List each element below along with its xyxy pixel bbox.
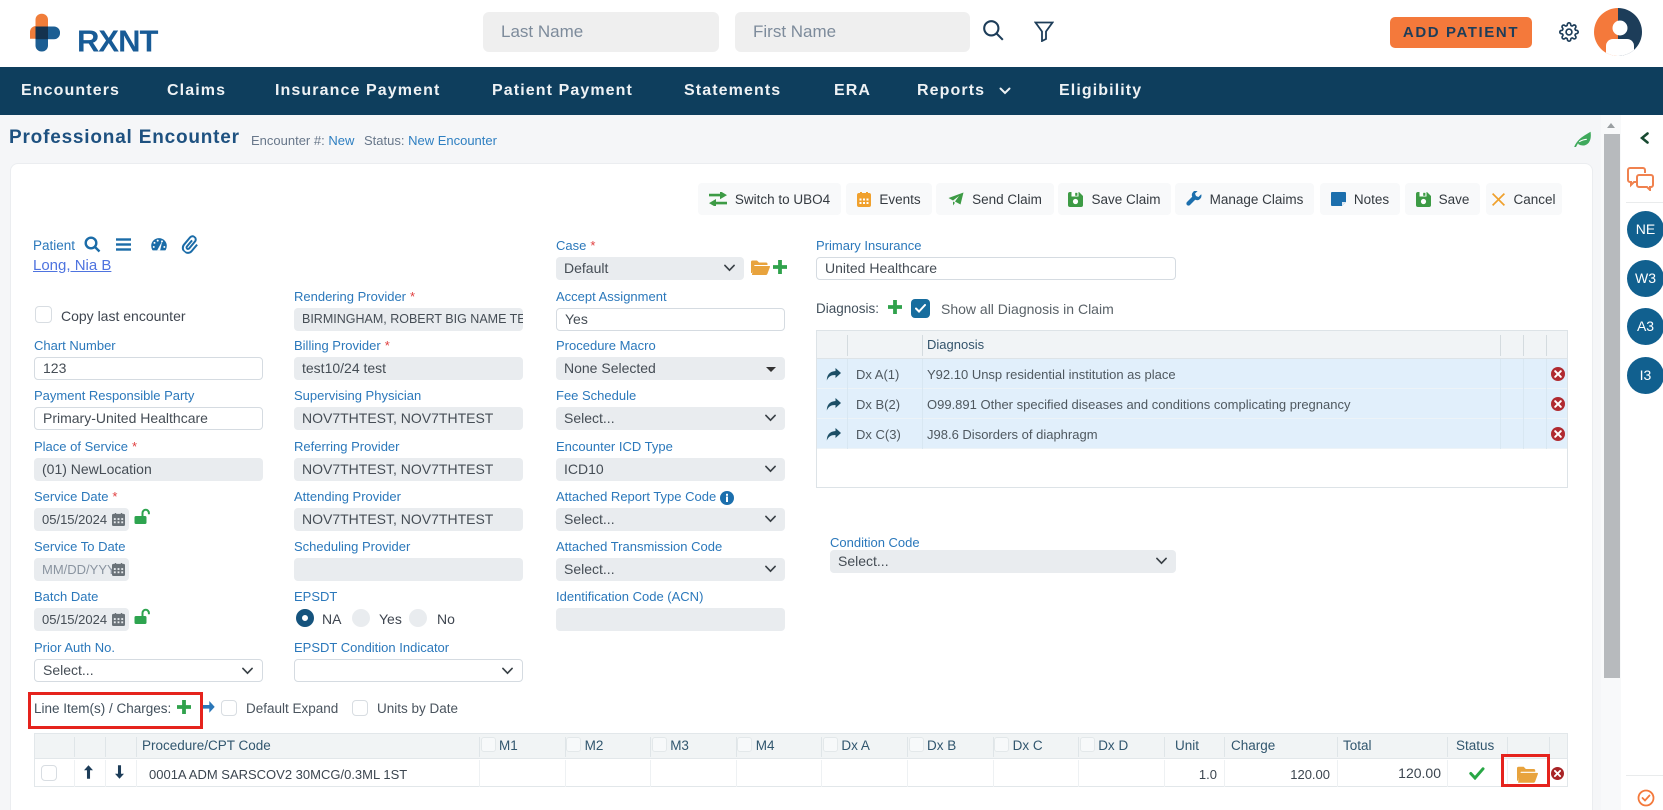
- svg-text:RXNT: RXNT: [77, 24, 158, 57]
